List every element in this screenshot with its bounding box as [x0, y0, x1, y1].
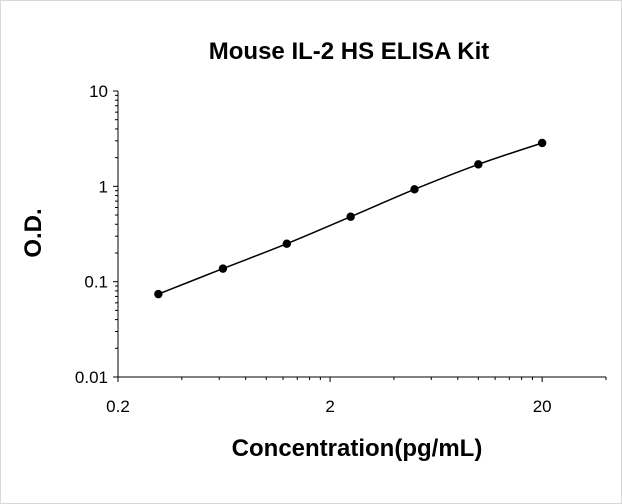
data-point [282, 239, 291, 248]
x-tick-label: 20 [533, 397, 552, 416]
x-tick-label: 2 [325, 397, 334, 416]
data-point [474, 160, 483, 169]
y-tick-label: 0.1 [84, 273, 108, 292]
y-tick-label: 1 [99, 177, 108, 196]
plot-marks [154, 138, 547, 299]
y-tick-label: 10 [89, 82, 108, 101]
data-point [154, 289, 163, 299]
x-axis-label: Concentration(pg/mL) [232, 435, 483, 462]
data-point [218, 264, 228, 273]
x-tick-label: 0.2 [106, 397, 130, 416]
chart-title: Mouse IL-2 HS ELISA Kit [209, 38, 489, 65]
data-point [410, 185, 419, 194]
data-point [346, 212, 355, 221]
y-tick-label: 0.01 [75, 368, 108, 387]
data-point [537, 138, 547, 148]
y-axis-label: O.D. [20, 208, 47, 257]
axes: 0.01 0.1 1 10 0.2 2 20 [75, 82, 607, 416]
